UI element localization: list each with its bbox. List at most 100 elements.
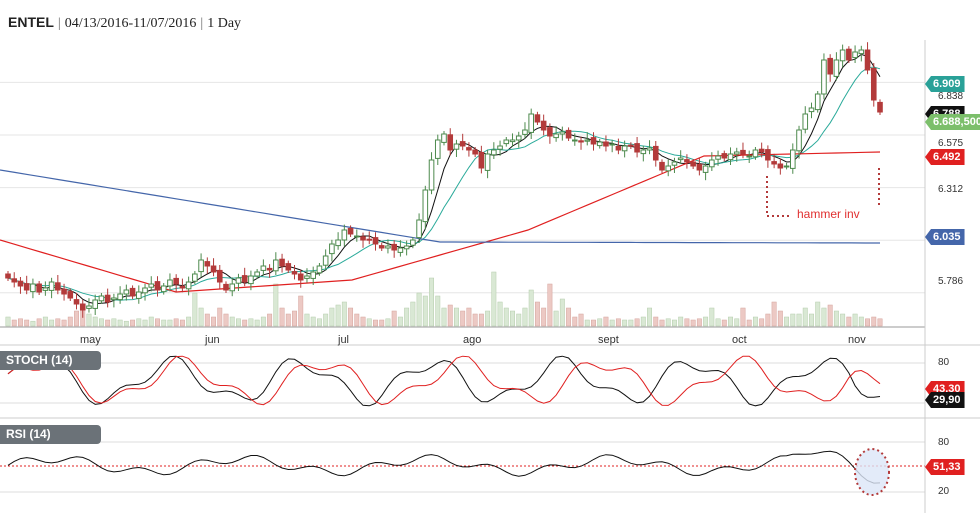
candle-body	[360, 236, 366, 241]
candle-body	[615, 145, 622, 151]
sma-short-line	[7, 66, 881, 301]
volume-bars	[5, 271, 883, 327]
candle-body	[73, 299, 80, 305]
candle-body	[347, 227, 354, 235]
volume-bar	[42, 316, 48, 327]
volume-bar	[840, 313, 846, 327]
sma-mid-tag: 6.492	[925, 149, 965, 165]
volume-bar	[653, 316, 659, 327]
volume-bar	[534, 301, 540, 327]
volume-bar	[348, 307, 354, 327]
candle-body	[796, 129, 802, 152]
volume-bar	[397, 316, 403, 327]
volume-bar	[179, 319, 185, 327]
candle-body	[783, 165, 790, 168]
volume-bar	[547, 283, 553, 327]
volume-bar	[385, 318, 391, 327]
candle-body	[310, 271, 316, 279]
volume-bar	[690, 319, 696, 327]
volume-bar	[310, 316, 316, 327]
price-tick: 6.312	[938, 184, 964, 195]
candle-body	[179, 285, 186, 289]
volume-bar	[354, 313, 360, 327]
volume-bar	[61, 319, 67, 327]
volume-bar	[740, 307, 746, 327]
volume-bar	[566, 307, 572, 327]
candle-body	[23, 283, 30, 291]
rsi-line	[7, 450, 881, 484]
volume-bar	[584, 319, 590, 327]
volume-bar	[572, 316, 578, 327]
volume-bar	[148, 316, 154, 327]
rsi-value-tag: 51,33	[925, 459, 965, 475]
candle-body	[241, 275, 248, 283]
rsi-highlight-circle	[854, 448, 890, 496]
sma-5-line	[7, 53, 881, 305]
candle-body	[839, 49, 846, 62]
candle-body	[659, 161, 665, 171]
candle-body	[335, 239, 341, 247]
candle-body	[210, 265, 217, 273]
volume-bar	[628, 319, 634, 327]
volume-bar	[292, 310, 297, 327]
candle-body	[553, 133, 559, 139]
candle-body	[403, 245, 410, 250]
volume-bar	[260, 316, 266, 327]
sma-short-tag: 6.909	[925, 76, 965, 92]
candle-body	[870, 67, 877, 101]
volume-bar	[285, 313, 291, 327]
candle-body	[397, 247, 404, 253]
volume-bar	[478, 313, 484, 327]
volume-bar	[248, 318, 254, 327]
candle-body	[98, 295, 105, 302]
date-range-label: 04/13/2016-11/07/2016	[64, 16, 197, 31]
candle-body	[858, 49, 865, 55]
candle-body	[322, 255, 329, 266]
volume-bar	[460, 310, 466, 327]
candle-body	[366, 238, 373, 241]
candle-body	[603, 141, 609, 147]
candle-body	[111, 297, 117, 301]
volume-bar	[142, 319, 148, 327]
candle-body	[646, 147, 653, 151]
volume-bar	[67, 316, 73, 327]
candle-body	[235, 277, 242, 284]
volume-bar	[454, 307, 459, 327]
candle-body	[509, 139, 516, 143]
volume-bar	[821, 307, 827, 327]
candle-body	[248, 275, 254, 285]
candle-body	[528, 113, 535, 133]
volume-bar	[236, 318, 241, 327]
volume-bar	[591, 319, 596, 327]
volume-bar	[640, 316, 646, 327]
candle-body	[441, 133, 447, 143]
volume-bar	[746, 319, 752, 327]
candle-body	[48, 281, 55, 291]
candle-body	[385, 245, 391, 249]
month-label: ago	[463, 334, 482, 346]
volume-bar	[360, 316, 366, 327]
candle-body	[123, 289, 130, 295]
volume-bar	[111, 318, 117, 327]
volume-bar	[86, 313, 92, 327]
price-tick: 5.786	[938, 276, 964, 287]
candle-body	[391, 243, 397, 251]
candle-body	[453, 143, 460, 150]
volume-bar	[696, 318, 702, 327]
candle-body	[30, 283, 36, 293]
candle-body	[715, 155, 721, 160]
candle-body	[709, 159, 715, 168]
candle-body	[833, 59, 840, 77]
month-label: jun	[205, 334, 220, 346]
volume-bar	[759, 318, 765, 327]
candle-body	[434, 139, 441, 159]
candle-body	[266, 267, 273, 271]
chart-grid	[0, 40, 980, 513]
volume-bar	[871, 316, 877, 327]
candle-body	[279, 258, 285, 267]
sma-long-line	[0, 169, 880, 244]
volume-bar	[528, 289, 534, 327]
annotation-label: hammer inv	[797, 207, 860, 221]
candle-body	[503, 139, 510, 145]
sma-long-tag: 6.035	[925, 229, 965, 245]
